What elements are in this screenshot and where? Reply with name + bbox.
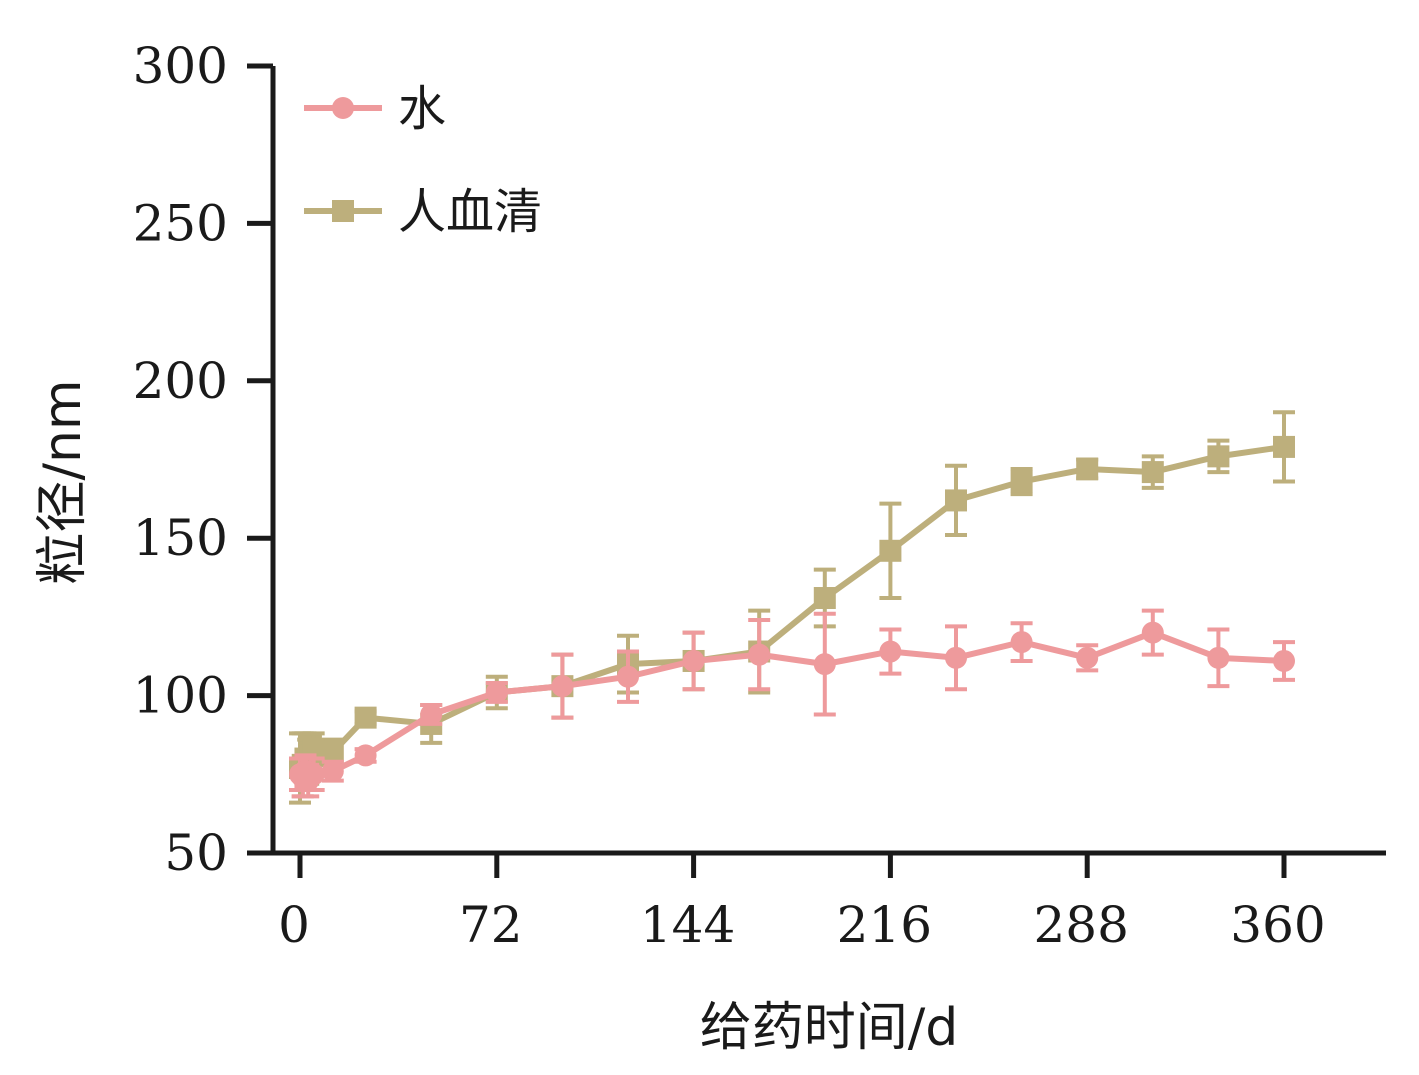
x-tick-label: 0	[278, 896, 310, 954]
data-point	[1141, 461, 1164, 484]
data-point	[748, 643, 771, 666]
data-point	[1076, 646, 1099, 669]
data-point	[354, 744, 377, 767]
y-tick-label: 100	[133, 667, 228, 725]
axes	[270, 66, 1386, 856]
ticks: 50 100 150 200 250 300 0 72 144 216 288 360	[133, 37, 1326, 954]
series-water	[289, 608, 1295, 799]
y-axis-title: 粒径/nm	[33, 379, 93, 584]
data-point	[813, 587, 836, 610]
data-point	[551, 675, 574, 698]
data-point	[617, 665, 639, 688]
data-point	[321, 741, 344, 764]
data-point	[1273, 435, 1295, 458]
x-axis-title: 给药时间/d	[700, 998, 959, 1058]
data-point	[945, 489, 967, 512]
data-point	[813, 653, 836, 676]
data-point	[1010, 631, 1033, 654]
legend-swatch-marker	[332, 200, 354, 222]
x-tick-label: 216	[837, 896, 932, 954]
data-point	[945, 646, 967, 669]
y-tick-label: 150	[133, 509, 228, 567]
data-point	[1141, 621, 1164, 644]
legend-label: 人血清	[398, 184, 542, 240]
x-tick-label: 288	[1033, 896, 1128, 954]
y-tick-label: 250	[133, 194, 228, 252]
data-point	[302, 763, 325, 786]
data-point	[1207, 646, 1230, 669]
x-tick-label: 144	[640, 896, 735, 954]
data-point	[879, 539, 902, 562]
data-point	[1273, 649, 1295, 672]
x-tick-label: 72	[459, 896, 523, 954]
data-point	[485, 681, 508, 704]
x-tick-label: 360	[1230, 896, 1325, 954]
series-line	[297, 443, 1285, 770]
series	[289, 410, 1295, 805]
series-line	[297, 629, 1285, 784]
data-point	[1076, 457, 1099, 480]
data-point	[420, 703, 443, 726]
y-tick-label: 300	[133, 37, 228, 95]
legend-swatch-marker	[332, 97, 354, 119]
series-human-serum	[289, 410, 1295, 805]
data-point	[879, 640, 902, 663]
legend-label: 水	[398, 81, 446, 137]
data-point	[682, 649, 705, 672]
data-point	[1207, 445, 1230, 468]
data-point	[321, 760, 344, 783]
data-point	[354, 706, 377, 729]
y-tick-label: 50	[164, 824, 228, 882]
y-tick-label: 200	[133, 352, 228, 410]
data-point	[1010, 470, 1033, 493]
